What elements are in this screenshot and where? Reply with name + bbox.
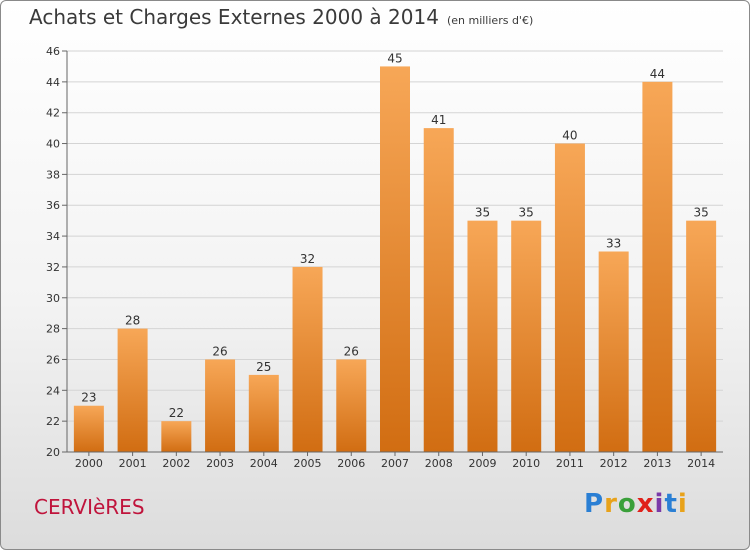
unit-text: (en milliers d'€) [446, 14, 534, 27]
value-label-2008: 41 [431, 113, 446, 127]
y-tick-label: 40 [46, 138, 60, 151]
y-tick-label: 44 [46, 76, 60, 89]
x-tick-label-2006: 2006 [337, 457, 365, 470]
value-label-2000: 23 [81, 391, 96, 405]
x-tick-label-2007: 2007 [381, 457, 409, 470]
y-tick-label: 22 [46, 415, 60, 428]
bar-2014 [686, 220, 717, 452]
y-tick-label: 32 [46, 261, 60, 274]
x-tick-label-2003: 2003 [206, 457, 234, 470]
bar-2008 [423, 128, 454, 452]
logo-letter: r [604, 489, 618, 519]
bar-2000 [73, 405, 104, 452]
chart-title: Achats et Charges Externes 2000 à 2014 (e… [29, 5, 533, 29]
x-tick-label-2013: 2013 [643, 457, 671, 470]
y-tick-label: 46 [46, 45, 60, 58]
bar-2011 [554, 143, 585, 453]
value-label-2012: 33 [606, 237, 621, 251]
value-label-2005: 32 [300, 252, 315, 266]
y-tick-label: 38 [46, 168, 60, 181]
value-label-2013: 44 [650, 67, 665, 81]
logo-letter: i [654, 489, 665, 519]
title-text: Achats et Charges Externes 2000 à 2014 [29, 5, 439, 29]
value-label-2009: 35 [475, 206, 490, 220]
value-label-2002: 22 [169, 406, 184, 420]
bar-2002 [161, 421, 192, 452]
value-label-2001: 28 [125, 314, 140, 328]
bar-2012 [598, 251, 629, 452]
value-label-2010: 35 [519, 206, 534, 220]
x-tick-label-2011: 2011 [556, 457, 584, 470]
value-label-2014: 35 [693, 206, 708, 220]
y-tick-label: 20 [46, 446, 60, 459]
value-label-2006: 26 [344, 344, 359, 358]
bar-2007 [380, 66, 410, 452]
logo-letter: P [584, 489, 605, 519]
bar-2003 [205, 359, 236, 452]
value-label-2003: 26 [212, 344, 227, 358]
x-tick-label-2001: 2001 [119, 457, 147, 470]
value-label-2004: 25 [256, 360, 271, 374]
x-tick-label-2014: 2014 [687, 457, 715, 470]
y-tick-label: 36 [46, 199, 60, 212]
y-tick-label: 24 [46, 384, 60, 397]
x-tick-label-2004: 2004 [250, 457, 278, 470]
proxiti-logo: Proxiti [584, 489, 688, 519]
value-label-2011: 40 [562, 129, 577, 143]
x-tick-label-2000: 2000 [75, 457, 103, 470]
logo-letter: t [664, 489, 678, 519]
bar-2005 [292, 266, 323, 452]
x-tick-label-2005: 2005 [294, 457, 322, 470]
commune-name: CERVIèRES [34, 495, 145, 519]
y-tick-label: 42 [46, 107, 60, 120]
y-tick-label: 26 [46, 353, 60, 366]
bar-2009 [467, 220, 498, 452]
bar-2004 [248, 374, 279, 452]
bar-2013 [642, 81, 673, 452]
logo-letter: i [677, 489, 688, 519]
value-label-2007: 45 [387, 51, 402, 65]
bar-2001 [117, 328, 148, 452]
logo-letter: x [636, 489, 655, 519]
bar-2010 [511, 220, 542, 452]
y-tick-label: 34 [46, 230, 60, 243]
x-tick-label-2010: 2010 [512, 457, 540, 470]
bar-2006 [336, 359, 367, 452]
y-tick-label: 30 [46, 292, 60, 305]
x-tick-label-2009: 2009 [468, 457, 496, 470]
x-tick-label-2012: 2012 [600, 457, 628, 470]
y-tick-label: 28 [46, 323, 60, 336]
logo-letter: o [617, 489, 637, 519]
x-tick-label-2008: 2008 [425, 457, 453, 470]
x-tick-label-2002: 2002 [162, 457, 190, 470]
